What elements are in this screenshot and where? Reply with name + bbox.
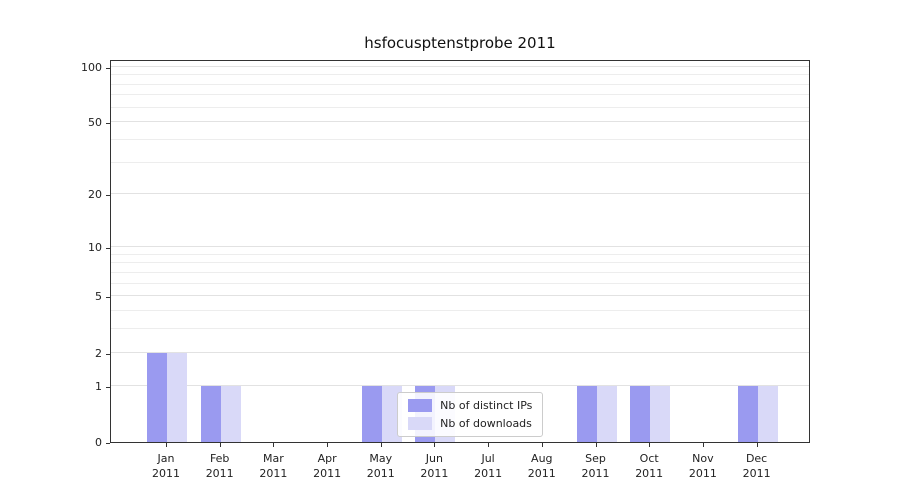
legend: Nb of distinct IPs Nb of downloads xyxy=(397,392,544,437)
y-axis-tick-mark xyxy=(106,195,110,197)
y-axis-tick-mark xyxy=(106,248,110,249)
bar-distinct-ips xyxy=(630,385,651,442)
x-axis-tick-label: Mar 2011 xyxy=(259,452,288,480)
gridline xyxy=(111,161,809,163)
bar-downloads xyxy=(381,385,402,442)
gridline xyxy=(111,121,809,123)
bar-downloads xyxy=(596,385,617,442)
bar-distinct-ips xyxy=(200,385,221,442)
y-axis-tick-label: 5 xyxy=(95,290,102,304)
gridline xyxy=(111,262,809,264)
y-axis-tick-mark xyxy=(106,353,110,355)
gridline xyxy=(111,74,809,76)
x-axis-tick-label: Nov 2011 xyxy=(688,452,717,480)
y-axis-tick-label: 10 xyxy=(88,241,102,254)
y-axis-tick-mark xyxy=(106,386,110,388)
legend-label-distinct-ips: Nb of distinct IPs xyxy=(440,399,533,412)
x-axis-tick-mark xyxy=(702,443,704,447)
x-axis-tick-label: Oct 2011 xyxy=(635,452,664,480)
bar-downloads xyxy=(167,352,187,442)
y-axis-tick-label: 0 xyxy=(95,436,102,449)
gridline xyxy=(111,139,809,140)
x-axis-tick-label: Sep 2011 xyxy=(581,452,610,480)
x-axis-tick-label: Dec 2011 xyxy=(742,452,771,480)
bar-distinct-ips xyxy=(737,385,758,442)
chart-title: hsfocusptenstprobe 2011 xyxy=(364,34,556,52)
gridline xyxy=(111,83,809,85)
x-axis-tick-label: May 2011 xyxy=(366,452,395,480)
x-axis-tick-mark xyxy=(434,443,436,447)
y-axis-tick-mark xyxy=(106,67,110,69)
y-axis-tick-label: 1 xyxy=(95,379,102,393)
y-axis-tick-label: 100 xyxy=(81,60,102,74)
gridline xyxy=(111,310,809,312)
bar-distinct-ips xyxy=(147,352,167,442)
x-axis-tick-mark xyxy=(166,443,167,447)
x-axis-tick-mark xyxy=(756,443,758,447)
gridline xyxy=(111,328,809,330)
gridline xyxy=(111,65,809,67)
x-axis-tick-mark xyxy=(649,443,651,447)
y-axis-tick-mark xyxy=(106,123,110,125)
bar-downloads xyxy=(757,385,778,442)
y-axis-tick-label: 2 xyxy=(95,346,102,360)
bar-distinct-ips xyxy=(576,385,597,442)
x-axis-tick-label: Apr 2011 xyxy=(313,452,342,480)
x-axis-tick-mark xyxy=(219,443,221,447)
x-axis-tick-mark xyxy=(273,443,275,447)
y-axis-tick-mark xyxy=(106,297,110,299)
x-axis-tick-mark xyxy=(380,443,382,447)
bar-downloads xyxy=(220,385,241,442)
gridline xyxy=(111,351,809,353)
legend-label-downloads: Nb of downloads xyxy=(440,417,532,430)
gridline xyxy=(111,106,809,108)
legend-swatch-downloads xyxy=(408,417,433,430)
legend-swatch-distinct-ips xyxy=(408,399,433,412)
x-axis-tick-label: Jul 2011 xyxy=(474,452,503,480)
x-axis-tick-mark xyxy=(488,443,490,447)
x-axis-tick-label: Aug 2011 xyxy=(527,452,556,480)
y-axis-tick-mark xyxy=(106,443,110,444)
plot-area: Nb of distinct IPs Nb of downloads xyxy=(110,60,810,443)
bar-downloads xyxy=(650,385,671,442)
y-axis-tick-label: 20 xyxy=(88,188,102,202)
gridline xyxy=(111,246,809,247)
legend-item-distinct-ips: Nb of distinct IPs xyxy=(408,399,532,412)
gridline xyxy=(111,295,809,297)
gridline xyxy=(111,282,809,284)
gridline xyxy=(111,271,809,273)
x-axis-tick-mark xyxy=(541,443,543,447)
legend-item-downloads: Nb of downloads xyxy=(408,417,532,430)
gridline xyxy=(111,94,809,96)
gridline xyxy=(111,193,809,195)
x-axis-tick-label: Jan 2011 xyxy=(152,452,180,480)
x-axis-tick-mark xyxy=(595,443,597,447)
y-axis-tick-label: 50 xyxy=(88,116,102,130)
x-axis-tick-label: Jun 2011 xyxy=(420,452,449,480)
bar-distinct-ips xyxy=(361,385,382,442)
gridline xyxy=(111,253,809,255)
gridline xyxy=(111,384,809,386)
x-axis-tick-label: Feb 2011 xyxy=(205,452,234,480)
x-axis-tick-mark xyxy=(327,443,329,447)
